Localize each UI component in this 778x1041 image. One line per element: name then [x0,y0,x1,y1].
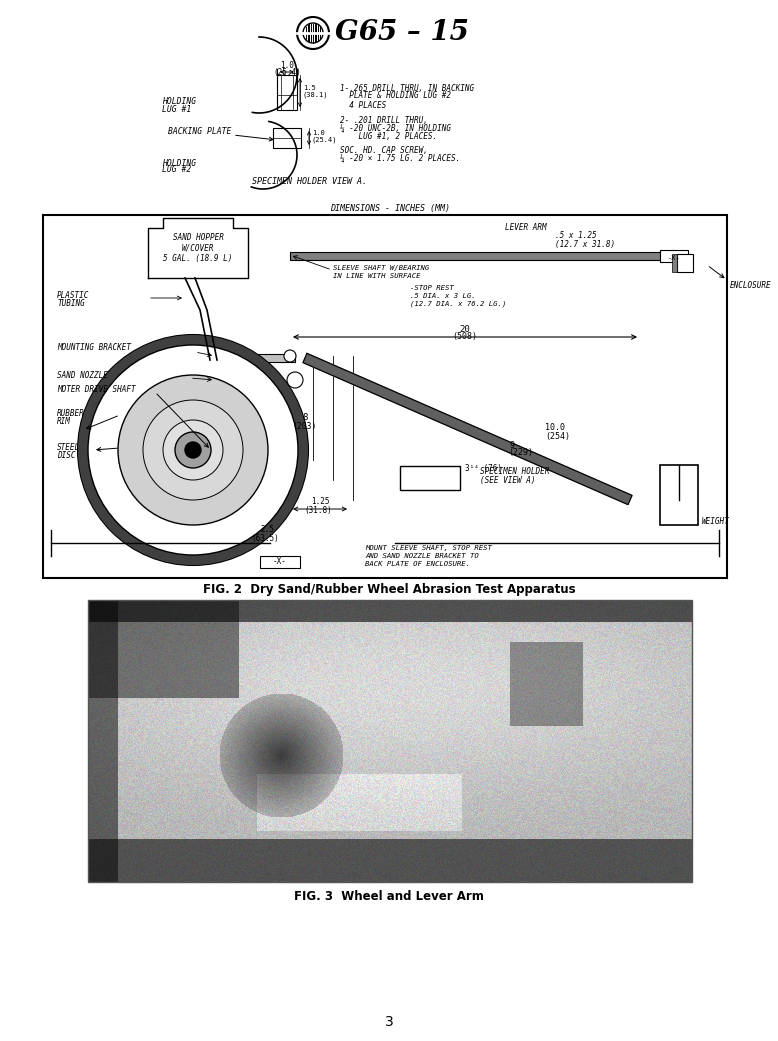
Circle shape [143,400,243,500]
Text: -STOP REST: -STOP REST [410,285,454,291]
Bar [215,354,295,362]
Text: HOLDING: HOLDING [162,98,196,106]
Circle shape [78,335,308,565]
Text: SOC. HD. CAP SCREW,: SOC. HD. CAP SCREW, [340,146,428,154]
Text: MOUNTING BRACKET: MOUNTING BRACKET [57,344,131,353]
Text: 9: 9 [510,440,515,450]
Bar [672,254,677,272]
Text: (38.1): (38.1) [303,92,328,98]
Text: IN LINE WITH SURFACE: IN LINE WITH SURFACE [333,273,420,279]
Text: PLATE & HOLDING LUG #2: PLATE & HOLDING LUG #2 [340,92,451,101]
Circle shape [284,350,296,362]
Text: 3¹⁴ (76): 3¹⁴ (76) [465,463,502,473]
Circle shape [78,335,308,565]
Text: 10.0: 10.0 [545,424,565,432]
Text: 1.0: 1.0 [312,130,324,136]
Circle shape [287,372,303,388]
Bar [290,252,677,260]
Text: .5 DIA. x 3 LG.: .5 DIA. x 3 LG. [410,293,475,299]
Text: 3: 3 [384,1015,394,1029]
Bar [277,75,297,110]
Text: RIM: RIM [57,416,71,426]
Circle shape [303,23,323,43]
Circle shape [297,17,329,49]
Circle shape [163,420,223,480]
Text: WEIGHT: WEIGHT [702,517,730,527]
Text: 5 GAL. (18.9 L): 5 GAL. (18.9 L) [163,254,233,262]
Text: (31.8): (31.8) [304,506,332,514]
Text: 1.25: 1.25 [310,498,329,507]
Text: W/COVER: W/COVER [182,244,214,253]
Text: AND SAND NOZZLE BRACKET TO: AND SAND NOZZLE BRACKET TO [365,553,478,559]
Text: 8: 8 [303,413,307,423]
Text: .5 x 1.25: .5 x 1.25 [555,231,597,240]
Text: 4 PLACES: 4 PLACES [340,101,386,109]
Text: (SEE VIEW A): (SEE VIEW A) [480,476,535,484]
Text: TUBING: TUBING [57,299,85,307]
Text: 2.5: 2.5 [260,526,274,534]
Text: ¼ -20 × 1.75 LG. 2 PLACES.: ¼ -20 × 1.75 LG. 2 PLACES. [340,153,461,162]
Bar [260,556,300,568]
Circle shape [185,442,201,458]
Text: G65 – 15: G65 – 15 [335,20,469,47]
Text: SPECIMEN HOLDER: SPECIMEN HOLDER [480,467,549,477]
Text: (25.4): (25.4) [312,136,338,144]
Bar [677,254,693,272]
Text: LUG #1: LUG #1 [162,104,191,113]
Text: SPECIMEN HOLDER VIEW A.: SPECIMEN HOLDER VIEW A. [252,178,367,186]
Text: -X-: -X- [273,558,287,566]
Text: (25.4): (25.4) [273,69,301,77]
Circle shape [118,375,268,525]
Text: ¼ -20 UNC-2B, IN HOLDING: ¼ -20 UNC-2B, IN HOLDING [340,124,451,132]
Text: 1-.265 DRILL THRU, IN BACKING: 1-.265 DRILL THRU, IN BACKING [340,83,474,93]
Text: DISC: DISC [57,451,75,459]
Text: (63.5): (63.5) [251,533,279,542]
Text: LEVER ARM: LEVER ARM [505,224,547,232]
Text: LUG #1, 2 PLACES.: LUG #1, 2 PLACES. [340,131,437,141]
Bar [660,465,698,525]
Text: (203): (203) [293,423,317,432]
Text: (229): (229) [508,449,533,457]
Text: 20: 20 [460,325,471,333]
Text: (254): (254) [545,432,570,440]
Text: HOLDING: HOLDING [162,158,196,168]
Text: (508): (508) [453,332,478,341]
Text: SLEEVE SHAFT W/BEARING: SLEEVE SHAFT W/BEARING [333,265,429,271]
Text: PLASTIC: PLASTIC [57,290,89,300]
Text: MOTER DRIVE SHAFT: MOTER DRIVE SHAFT [57,385,135,395]
Text: LUG #2: LUG #2 [162,166,191,175]
Text: BACKING PLATE: BACKING PLATE [168,127,231,136]
Bar [273,128,301,148]
Text: DIMENSIONS - INCHES (MM): DIMENSIONS - INCHES (MM) [330,203,450,212]
Text: -X-: -X- [668,255,681,261]
Polygon shape [303,353,632,505]
Text: BACK PLATE OF ENCLOSURE.: BACK PLATE OF ENCLOSURE. [365,561,470,567]
Bar [88,600,692,882]
Text: SAND HOPPER: SAND HOPPER [173,233,223,243]
Text: 1.5: 1.5 [303,85,316,91]
Text: MOUNT SLEEVE SHAFT, STOP REST: MOUNT SLEEVE SHAFT, STOP REST [365,545,492,551]
Text: RUBBER: RUBBER [57,408,85,417]
Bar [660,250,688,262]
Circle shape [175,432,211,468]
Text: ENCLOSURE: ENCLOSURE [730,280,772,289]
Text: (12.7 x 31.8): (12.7 x 31.8) [555,239,615,249]
Text: FIG. 3  Wheel and Lever Arm: FIG. 3 Wheel and Lever Arm [294,889,484,903]
Text: STEEL: STEEL [57,442,80,452]
Text: SAND NOZZLE: SAND NOZZLE [57,371,108,380]
Circle shape [88,345,298,555]
Bar [43,215,727,578]
Text: 2- .201 DRILL THRU,: 2- .201 DRILL THRU, [340,116,428,125]
Text: (12.7 DIA. x 76.2 LG.): (12.7 DIA. x 76.2 LG.) [410,301,506,307]
Bar [400,466,460,490]
Text: 1.0: 1.0 [280,61,294,71]
Text: FIG. 2  Dry Sand/Rubber Wheel Abrasion Test Apparatus: FIG. 2 Dry Sand/Rubber Wheel Abrasion Te… [203,584,575,596]
